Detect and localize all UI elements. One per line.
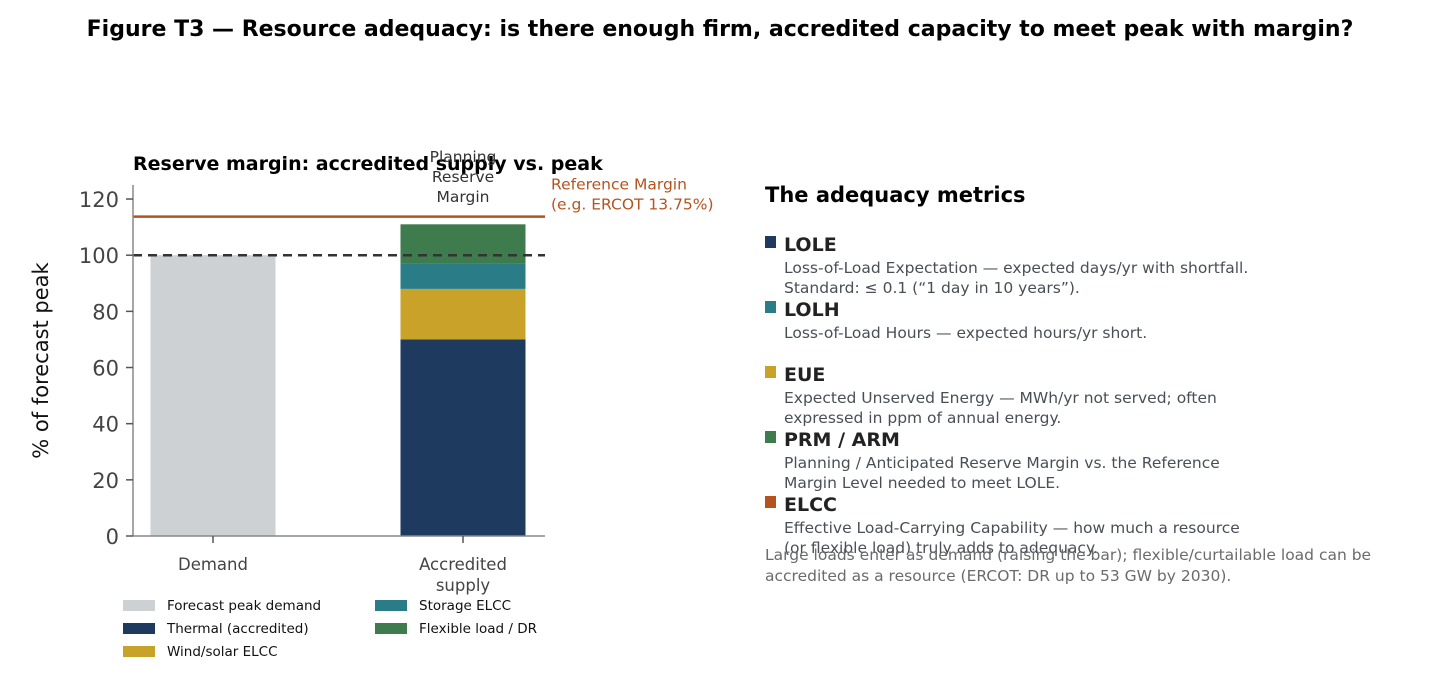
metrics-panel: The adequacy metrics LOLE Loss-of-Load Ex… — [765, 183, 1445, 559]
reference-margin-label: Reference Margin (e.g. ERCOT 13.75%) — [551, 176, 714, 214]
legend-swatch — [123, 600, 155, 611]
legend-item: Flexible load / DR — [375, 621, 537, 637]
metric-item: ELCC Effective Load-Carrying Capability —… — [765, 494, 1445, 559]
x-tick-label: Accredited supply — [419, 555, 507, 595]
metric-item: LOLE Loss-of-Load Expectation — expected … — [765, 234, 1445, 299]
metric-item: LOLH Loss-of-Load Hours — expected hours/… — [765, 299, 1445, 364]
bar-forecast-peak-demand — [150, 255, 276, 536]
planning-reserve-margin-annotation: Planning Reserve Margin — [430, 148, 497, 206]
legend-swatch — [123, 646, 155, 657]
y-tick-label: 20 — [92, 469, 119, 493]
metric-swatch — [765, 496, 776, 508]
metric-item: EUE Expected Unserved Energy — MWh/yr not… — [765, 364, 1445, 429]
chart-legend: Forecast peak demand Thermal (accredited)… — [123, 598, 593, 668]
y-tick-label: 40 — [92, 413, 119, 437]
figure-title: Figure T3 — Resource adequacy: is there … — [86, 17, 1354, 42]
metrics-list: LOLE Loss-of-Load Expectation — expected … — [765, 234, 1445, 559]
reserve-margin-chart: Reserve margin: accredited supply vs. pe… — [29, 148, 714, 595]
metric-name: LOLH — [784, 299, 840, 321]
chart-title: Reserve margin: accredited supply vs. pe… — [133, 153, 603, 175]
x-tick-label: Demand — [178, 555, 248, 574]
metrics-title: The adequacy metrics — [765, 183, 1026, 207]
legend-label: Wind/solar ELCC — [167, 644, 278, 660]
metric-description: Loss-of-Load Expectation — expected days… — [784, 259, 1249, 297]
metric-swatch — [765, 366, 776, 378]
legend-item: Forecast peak demand — [123, 598, 321, 614]
metric-item: PRM / ARM Planning / Anticipated Reserve … — [765, 429, 1445, 494]
metric-name: ELCC — [784, 494, 837, 516]
legend-label: Thermal (accredited) — [167, 621, 309, 637]
legend-item: Wind/solar ELCC — [123, 644, 278, 660]
legend-label: Flexible load / DR — [419, 621, 537, 637]
bar-flexible-load-dr — [400, 224, 526, 264]
legend-swatch — [123, 623, 155, 634]
legend-swatch — [375, 623, 407, 634]
y-tick-label: 120 — [79, 188, 119, 212]
metric-description: Effective Load-Carrying Capability — how… — [784, 519, 1240, 557]
y-tick-label: 100 — [79, 244, 119, 268]
y-axis-label: % of forecast peak — [29, 261, 53, 458]
bar-thermal-accredited — [400, 339, 526, 536]
legend-item: Thermal (accredited) — [123, 621, 309, 637]
metric-swatch — [765, 301, 776, 313]
legend-label: Storage ELCC — [419, 598, 512, 614]
legend-label: Forecast peak demand — [167, 598, 322, 614]
metric-name: LOLE — [784, 234, 837, 256]
y-tick-label: 80 — [92, 300, 119, 324]
metric-name: EUE — [784, 364, 826, 386]
legend-swatch — [375, 600, 407, 611]
metric-swatch — [765, 431, 776, 443]
metric-name: PRM / ARM — [784, 429, 900, 451]
metric-description: Planning / Anticipated Reserve Margin vs… — [784, 454, 1220, 492]
legend-item: Storage ELCC — [375, 598, 511, 614]
metric-swatch — [765, 236, 776, 248]
footnote: Large loads enter as demand (raising the… — [765, 546, 1372, 585]
metric-description: Expected Unserved Energy — MWh/yr not se… — [784, 389, 1217, 427]
metric-description: Loss-of-Load Hours — expected hours/yr s… — [784, 324, 1148, 342]
bar-storage-elcc — [400, 263, 526, 289]
y-tick-label: 60 — [92, 357, 119, 381]
bar-wind-solar-elcc — [400, 288, 526, 340]
y-tick-label: 0 — [106, 525, 119, 549]
